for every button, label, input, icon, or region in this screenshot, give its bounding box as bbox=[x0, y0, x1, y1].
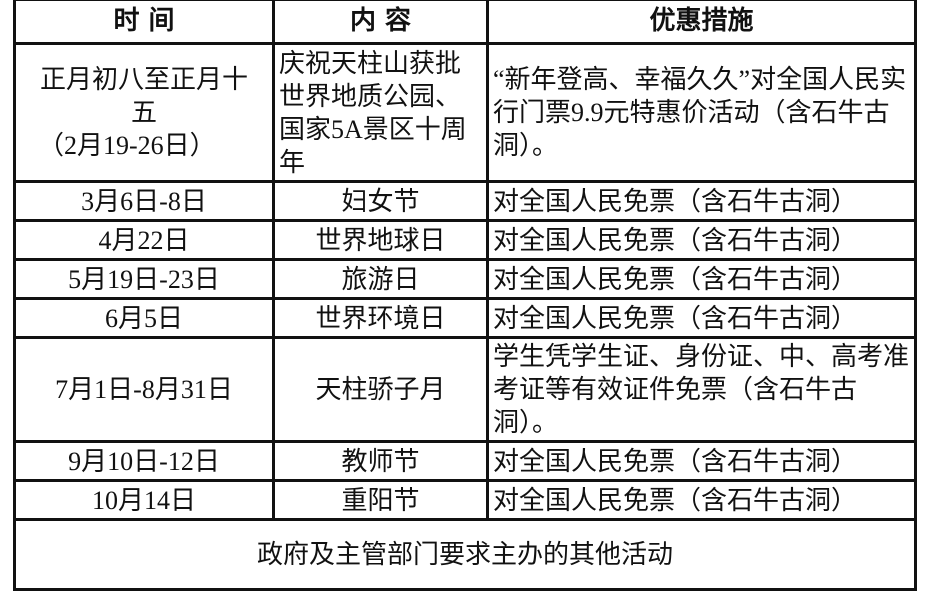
table-row: 正月初八至正月十 五 （2月19-26日） 庆祝天柱山获批世界地质公园、国家5A… bbox=[13, 42, 917, 183]
time-cell: 正月初八至正月十 五 （2月19-26日） bbox=[13, 42, 275, 183]
offer-cell: “新年登高、幸福久久”对全国人民实行门票9.9元特惠价活动（含石牛古洞）。 bbox=[486, 42, 917, 183]
time-cell: 6月5日 bbox=[13, 297, 275, 339]
content-cell: 世界环境日 bbox=[272, 297, 489, 339]
table-row: 9月10日-12日 教师节 对全国人民免票（含石牛古洞） bbox=[13, 440, 917, 482]
content-cell: 旅游日 bbox=[272, 258, 489, 300]
table-row: 4月22日 世界地球日 对全国人民免票（含石牛古洞） bbox=[13, 219, 917, 261]
time-cell: 10月14日 bbox=[13, 479, 275, 521]
content-cell: 教师节 bbox=[272, 440, 489, 482]
content-cell: 庆祝天柱山获批世界地质公园、国家5A景区十周年 bbox=[272, 42, 489, 183]
table-row: 3月6日-8日 妇女节 对全国人民免票（含石牛古洞） bbox=[13, 180, 917, 222]
time-cell: 4月22日 bbox=[13, 219, 275, 261]
table-row: 5月19日-23日 旅游日 对全国人民免票（含石牛古洞） bbox=[13, 258, 917, 300]
table-row: 10月14日 重阳节 对全国人民免票（含石牛古洞） bbox=[13, 479, 917, 521]
offer-cell: 对全国人民免票（含石牛古洞） bbox=[486, 440, 917, 482]
content-cell: 天柱骄子月 bbox=[272, 336, 489, 443]
offer-cell: 对全国人民免票（含石牛古洞） bbox=[486, 297, 917, 339]
time-cell: 7月1日-8月31日 bbox=[13, 336, 275, 443]
offer-cell: 对全国人民免票（含石牛古洞） bbox=[486, 180, 917, 222]
time-line: （2月19-26日） bbox=[38, 131, 216, 160]
footer-row: 政府及主管部门要求主办的其他活动 bbox=[13, 518, 917, 591]
time-cell: 3月6日-8日 bbox=[13, 180, 275, 222]
offer-cell: 对全国人民免票（含石牛古洞） bbox=[486, 258, 917, 300]
footer-cell: 政府及主管部门要求主办的其他活动 bbox=[13, 518, 917, 591]
offer-cell: 学生凭学生证、身份证、中、高考准考证等有效证件免票（含石牛古洞）。 bbox=[486, 336, 917, 443]
time-cell: 5月19日-23日 bbox=[13, 258, 275, 300]
table-row: 6月5日 世界环境日 对全国人民免票（含石牛古洞） bbox=[13, 297, 917, 339]
offer-cell: 对全国人民免票（含石牛古洞） bbox=[486, 219, 917, 261]
time-line: 正月初八至正月十 bbox=[39, 65, 248, 94]
header-offer: 优惠措施 bbox=[486, 0, 917, 45]
offer-cell: 对全国人民免票（含石牛古洞） bbox=[486, 479, 917, 521]
content-cell: 妇女节 bbox=[272, 180, 489, 222]
table-row: 7月1日-8月31日 天柱骄子月 学生凭学生证、身份证、中、高考准考证等有效证件… bbox=[13, 336, 917, 443]
content-cell: 世界地球日 bbox=[272, 219, 489, 261]
content-cell: 重阳节 bbox=[272, 479, 489, 521]
time-line: 五 bbox=[130, 98, 157, 127]
header-time: 时 间 bbox=[13, 0, 275, 45]
header-row: 时 间 内 容 优惠措施 bbox=[13, 0, 917, 45]
discount-schedule-table: 时 间 内 容 优惠措施 正月初八至正月十 五 （2月19-26日） 庆祝天柱山… bbox=[13, 0, 917, 591]
time-cell: 9月10日-12日 bbox=[13, 440, 275, 482]
header-content: 内 容 bbox=[272, 0, 489, 45]
